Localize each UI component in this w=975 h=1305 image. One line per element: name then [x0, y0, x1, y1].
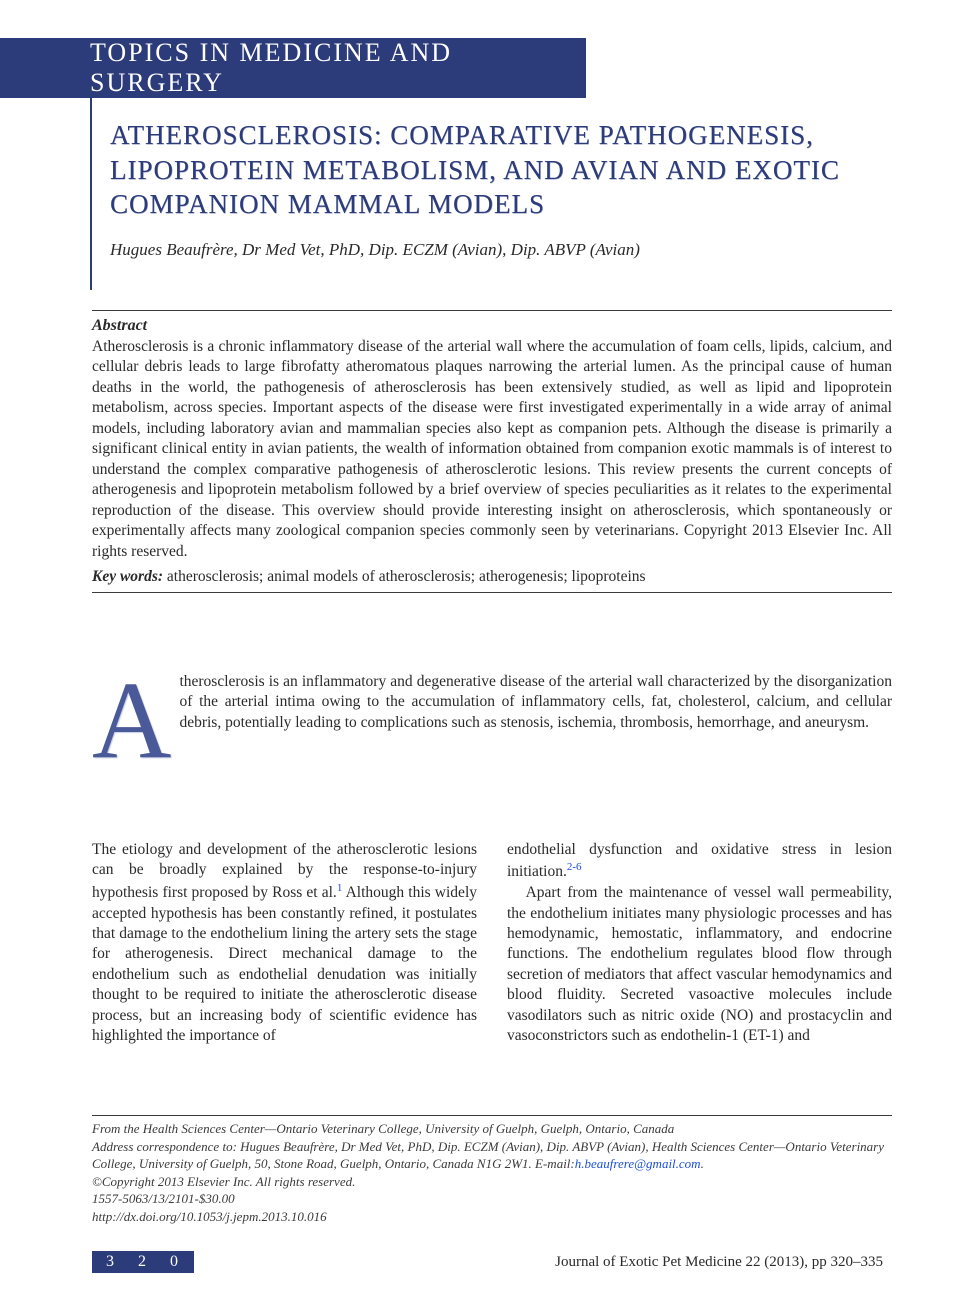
footnote-corr-text: Address correspondence to: Hugues Beaufr… [92, 1139, 884, 1172]
citation-ref-2-6[interactable]: 2-6 [567, 861, 582, 873]
article-title: ATHEROSCLEROSIS: COMPARATIVE PATHOGENESI… [110, 118, 890, 222]
page-footer: 3 2 0 Journal of Exotic Pet Medicine 22 … [0, 1251, 975, 1273]
col2-p1a: endothelial dysfunction and oxidative st… [507, 841, 892, 881]
footnote-copyright: ©Copyright 2013 Elsevier Inc. All rights… [92, 1173, 892, 1191]
col1-p1b: Although this widely accepted hypothesis… [92, 884, 477, 1044]
abstract-label: Abstract [92, 317, 892, 335]
author-line: Hugues Beaufrère, Dr Med Vet, PhD, Dip. … [110, 240, 890, 260]
footnote-issn: 1557-5063/13/2101-$30.00 [92, 1190, 892, 1208]
footnote-block: From the Health Sciences Center—Ontario … [92, 1115, 892, 1225]
abstract-rule-top [92, 310, 892, 311]
col2-para2: Apart from the maintenance of vessel wal… [507, 883, 892, 1047]
keywords-text: atherosclerosis; animal models of athero… [163, 568, 646, 585]
journal-citation: Journal of Exotic Pet Medicine 22 (2013)… [555, 1254, 883, 1271]
title-block: ATHEROSCLEROSIS: COMPARATIVE PATHOGENESI… [110, 118, 890, 260]
keywords-line: Key words: atherosclerosis; animal model… [92, 568, 892, 586]
intro-text: therosclerosis is an inflammatory and de… [179, 673, 892, 731]
page-number: 3 2 0 [92, 1251, 194, 1273]
abstract-block: Abstract Atherosclerosis is a chronic in… [92, 310, 892, 593]
footnote-corr-tail: . [701, 1156, 704, 1171]
footnote-email-link[interactable]: h.beaufrere@gmail.com [575, 1156, 701, 1171]
section-banner-label: TOPICS IN MEDICINE AND SURGERY [90, 38, 586, 98]
section-banner: TOPICS IN MEDICINE AND SURGERY [0, 38, 586, 98]
col1-para1: The etiology and development of the athe… [92, 840, 477, 1047]
abstract-rule-bottom [92, 592, 892, 593]
footnote-rule [92, 1115, 892, 1116]
dropcap-letter: A [92, 672, 179, 764]
column-right: endothelial dysfunction and oxidative st… [507, 840, 892, 1047]
column-left: The etiology and development of the athe… [92, 840, 477, 1047]
vertical-rule [90, 98, 92, 290]
footnote-doi: http://dx.doi.org/10.1053/j.jepm.2013.10… [92, 1208, 892, 1226]
footnote-affiliation: From the Health Sciences Center—Ontario … [92, 1120, 892, 1138]
col2-para1: endothelial dysfunction and oxidative st… [507, 840, 892, 883]
keywords-label: Key words: [92, 568, 163, 585]
abstract-text: Atherosclerosis is a chronic inflammator… [92, 337, 892, 562]
intro-paragraph: Atherosclerosis is an inflammatory and d… [92, 672, 892, 764]
footnote-correspondence: Address correspondence to: Hugues Beaufr… [92, 1138, 892, 1173]
body-columns: The etiology and development of the athe… [92, 840, 892, 1047]
